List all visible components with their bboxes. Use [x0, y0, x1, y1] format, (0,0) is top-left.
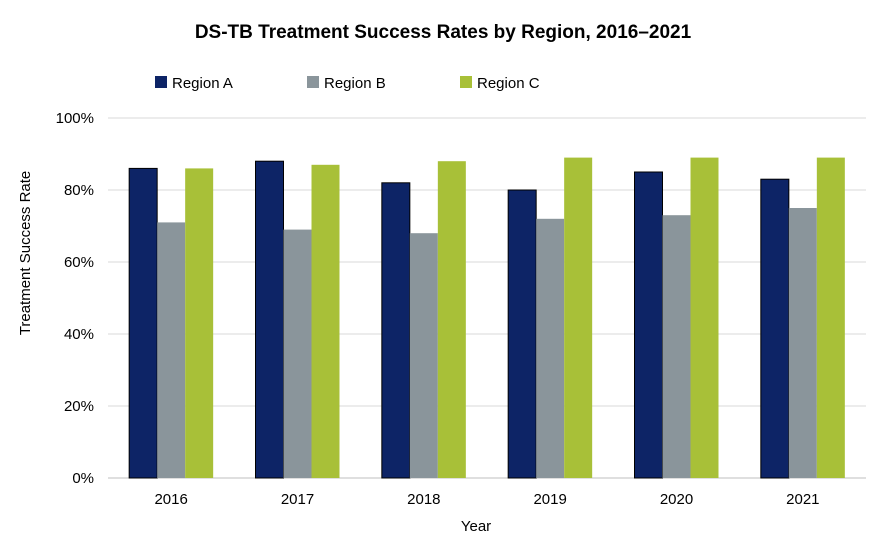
bar-region-b-2017	[283, 229, 312, 478]
bar-region-c-2016	[185, 168, 214, 478]
bar-region-c-2019	[564, 157, 593, 478]
x-tick-label: 2017	[281, 491, 314, 508]
bar-region-a-2016	[128, 167, 158, 479]
bar-region-b-2020	[662, 215, 691, 478]
x-tick-label: 2019	[533, 491, 566, 508]
y-tick-label: 40%	[64, 326, 94, 343]
legend-swatch	[307, 76, 319, 88]
legend-swatch	[155, 76, 167, 88]
legend-label: Region A	[172, 75, 233, 92]
bar-region-a-2021	[760, 178, 790, 479]
bar-region-a-2019	[507, 189, 537, 479]
legend-swatch	[460, 76, 472, 88]
bars	[128, 157, 845, 479]
y-tick-label: 0%	[72, 470, 94, 487]
x-axis-label: Year	[461, 518, 491, 535]
x-tick-label: 2018	[407, 491, 440, 508]
bar-region-c-2017	[311, 164, 340, 479]
x-tick-label: 2021	[786, 491, 819, 508]
x-tick-labels: 2016 2017 2018 2019 2020 2021	[154, 491, 819, 508]
bar-region-b-2021	[788, 208, 817, 478]
bar-region-c-2021	[816, 157, 845, 478]
bar-region-b-2018	[409, 233, 438, 478]
x-tick-label: 2016	[154, 491, 187, 508]
legend: Region A Region B Region C	[155, 75, 540, 92]
y-tick-label: 20%	[64, 398, 94, 415]
bar-region-a-2020	[634, 171, 663, 479]
bar-region-a-2018	[381, 182, 411, 479]
bar-region-a-2017	[255, 160, 284, 479]
gridlines	[108, 117, 866, 479]
y-tick-label: 100%	[56, 110, 94, 127]
legend-label: Region C	[477, 75, 540, 92]
bar-region-b-2019	[536, 218, 565, 479]
bar-region-b-2016	[157, 222, 186, 478]
x-tick-label: 2020	[660, 491, 693, 508]
y-axis-label: Treatment Success Rate	[17, 171, 34, 336]
bar-region-c-2020	[690, 157, 719, 478]
chart-title: DS-TB Treatment Success Rates by Region,…	[195, 22, 692, 43]
y-tick-labels: 0% 20% 40% 60% 80% 100%	[56, 110, 94, 487]
y-tick-label: 80%	[64, 182, 94, 199]
bar-region-c-2018	[437, 161, 466, 478]
y-tick-label: 60%	[64, 254, 94, 271]
legend-label: Region B	[324, 75, 386, 92]
